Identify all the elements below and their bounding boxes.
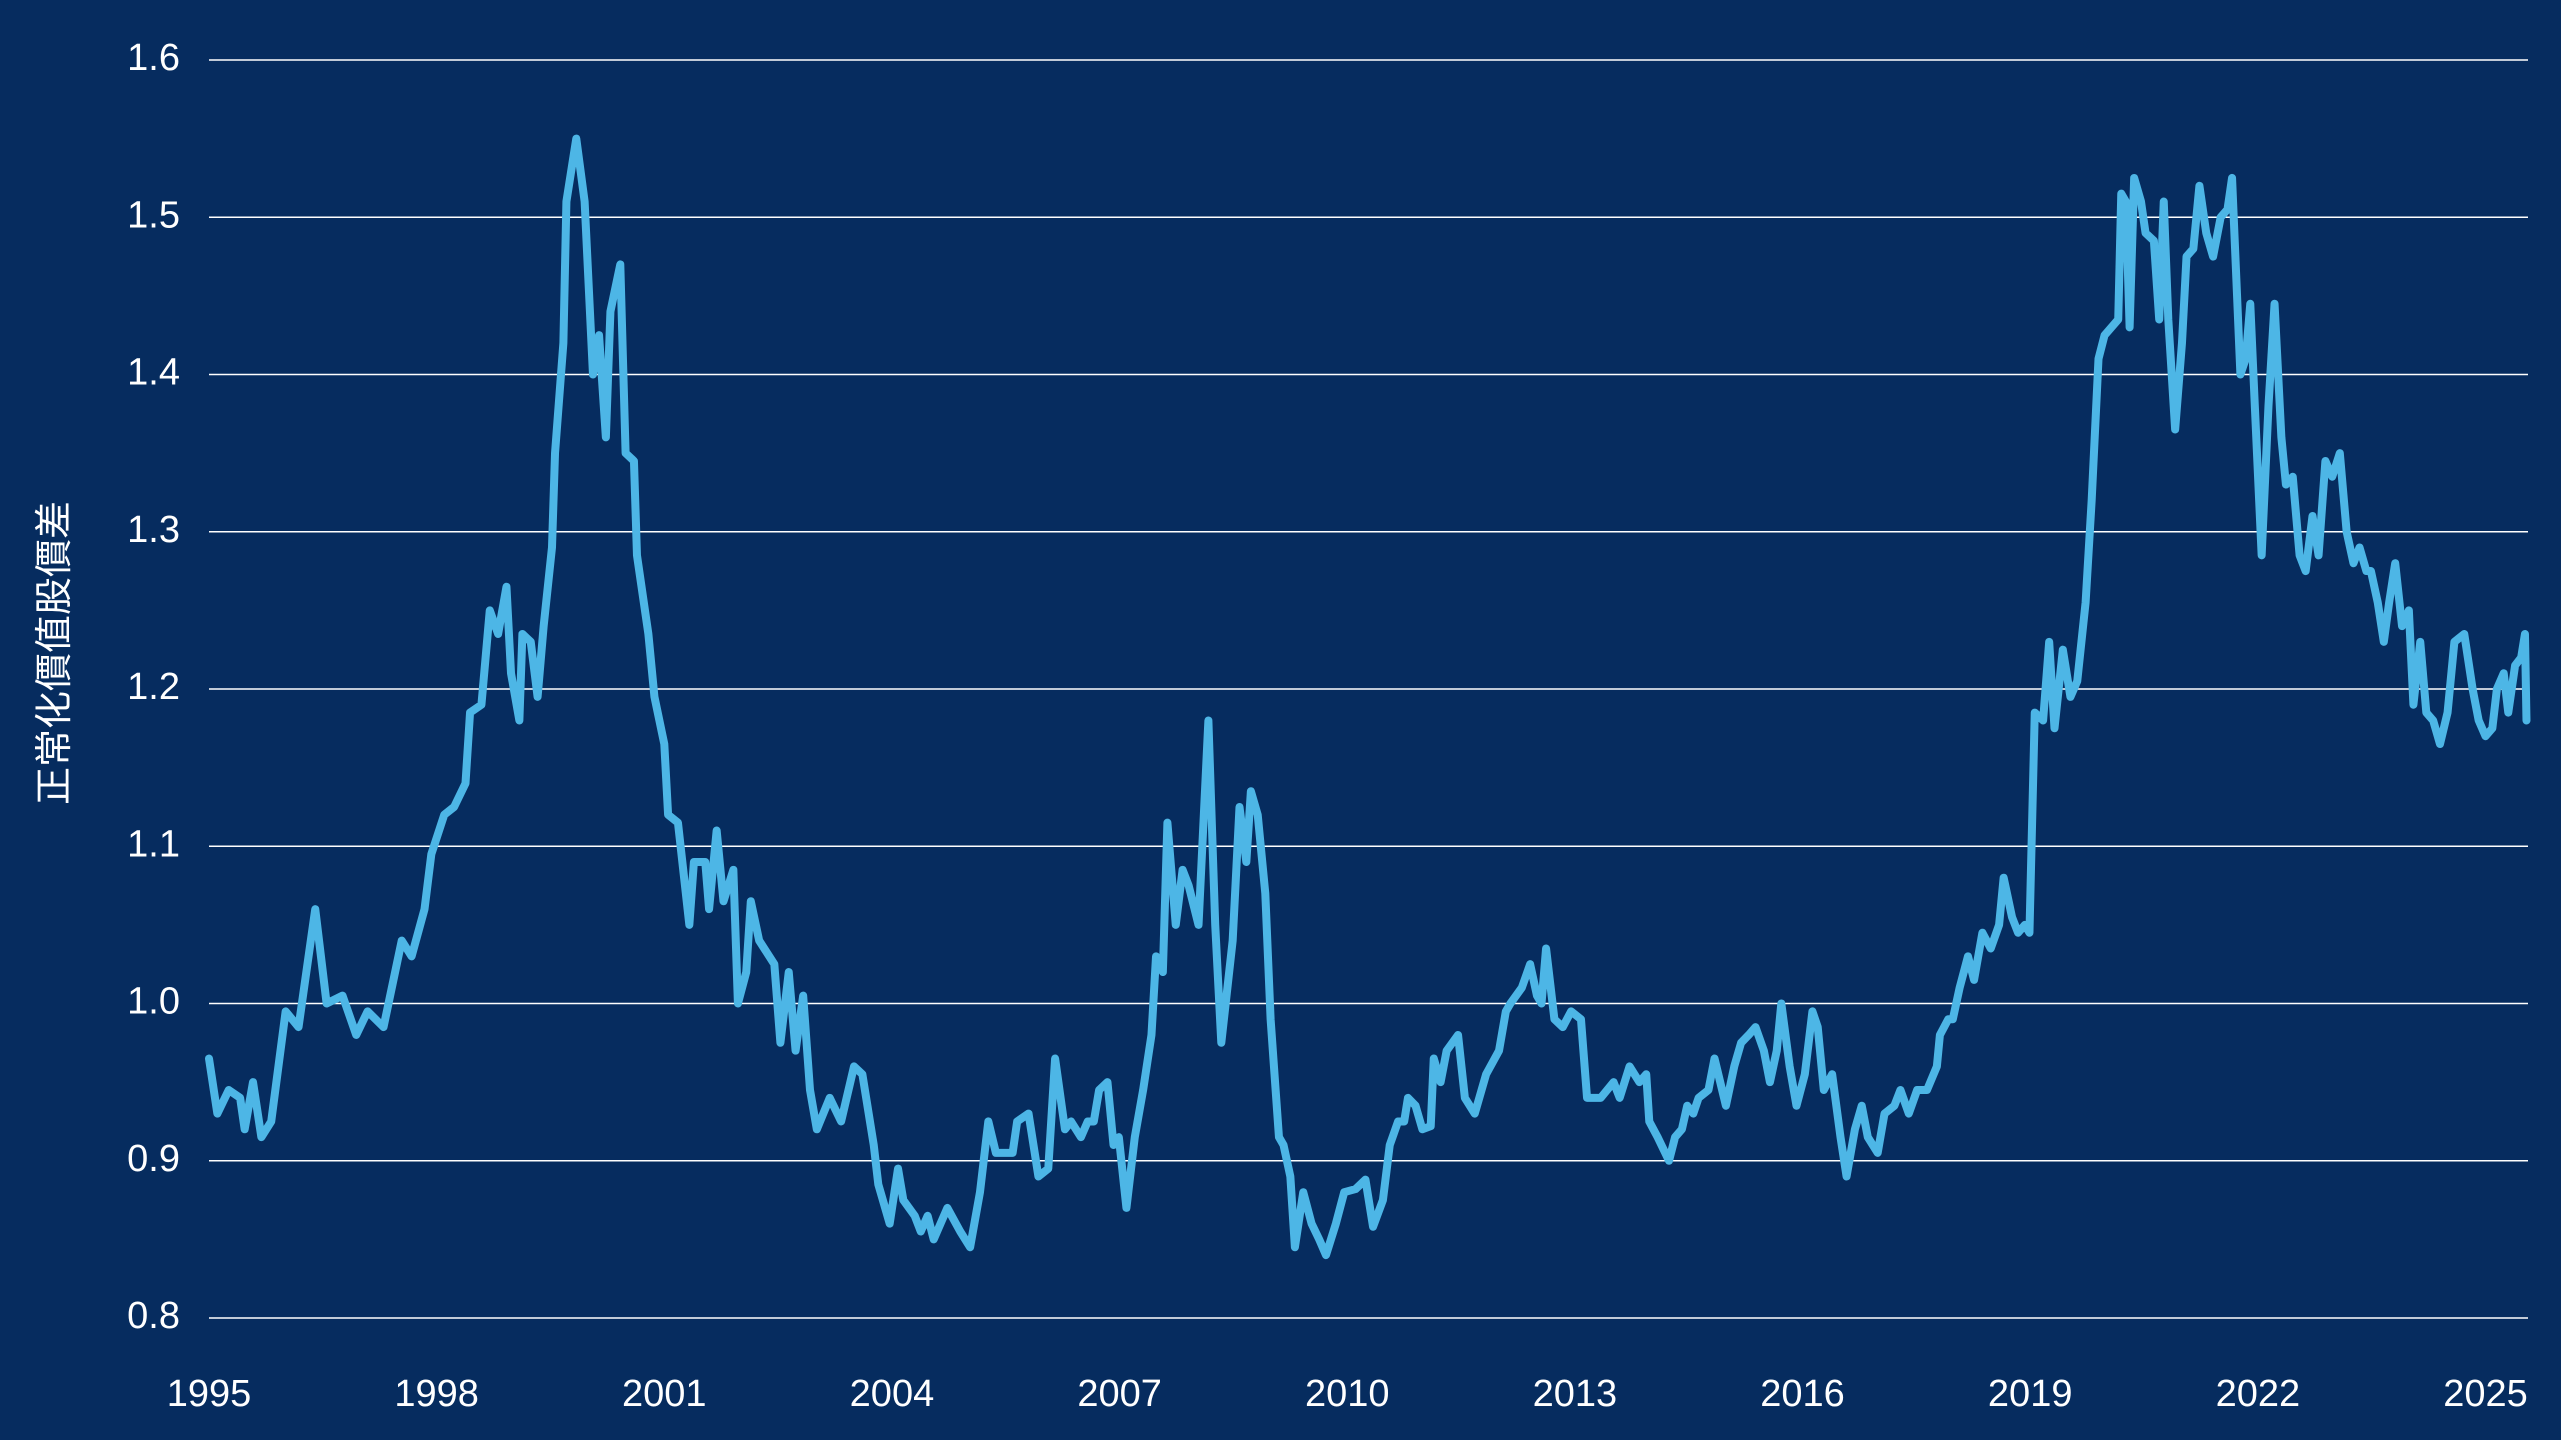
y-tick-label: 1.2 bbox=[127, 666, 180, 708]
x-tick-label: 2004 bbox=[850, 1373, 935, 1415]
y-tick-label: 1.4 bbox=[127, 352, 180, 394]
x-tick-label: 1998 bbox=[394, 1373, 479, 1415]
y-tick-label: 1.0 bbox=[127, 981, 180, 1023]
x-tick-label: 2016 bbox=[1760, 1373, 1845, 1415]
x-tick-label: 2007 bbox=[1077, 1373, 1162, 1415]
y-tick-label: 1.6 bbox=[127, 37, 180, 79]
x-tick-label: 2019 bbox=[1988, 1373, 2073, 1415]
x-tick-label: 2010 bbox=[1305, 1373, 1390, 1415]
x-tick-label: 2025 bbox=[2443, 1373, 2528, 1415]
data-line bbox=[205, 134, 2531, 1260]
y-axis-label: 正常化價值股價差 bbox=[34, 501, 76, 805]
x-tick-label: 2022 bbox=[2216, 1373, 2301, 1415]
x-tick-label: 2001 bbox=[622, 1373, 707, 1415]
y-tick-label: 0.9 bbox=[127, 1138, 180, 1180]
y-tick-label: 0.8 bbox=[127, 1295, 180, 1337]
y-tick-label: 1.3 bbox=[127, 509, 180, 551]
x-tick-label: 2013 bbox=[1533, 1373, 1618, 1415]
y-tick-label: 1.5 bbox=[127, 194, 180, 236]
x-tick-label: 1995 bbox=[167, 1373, 252, 1415]
y-tick-label: 1.1 bbox=[127, 823, 180, 865]
